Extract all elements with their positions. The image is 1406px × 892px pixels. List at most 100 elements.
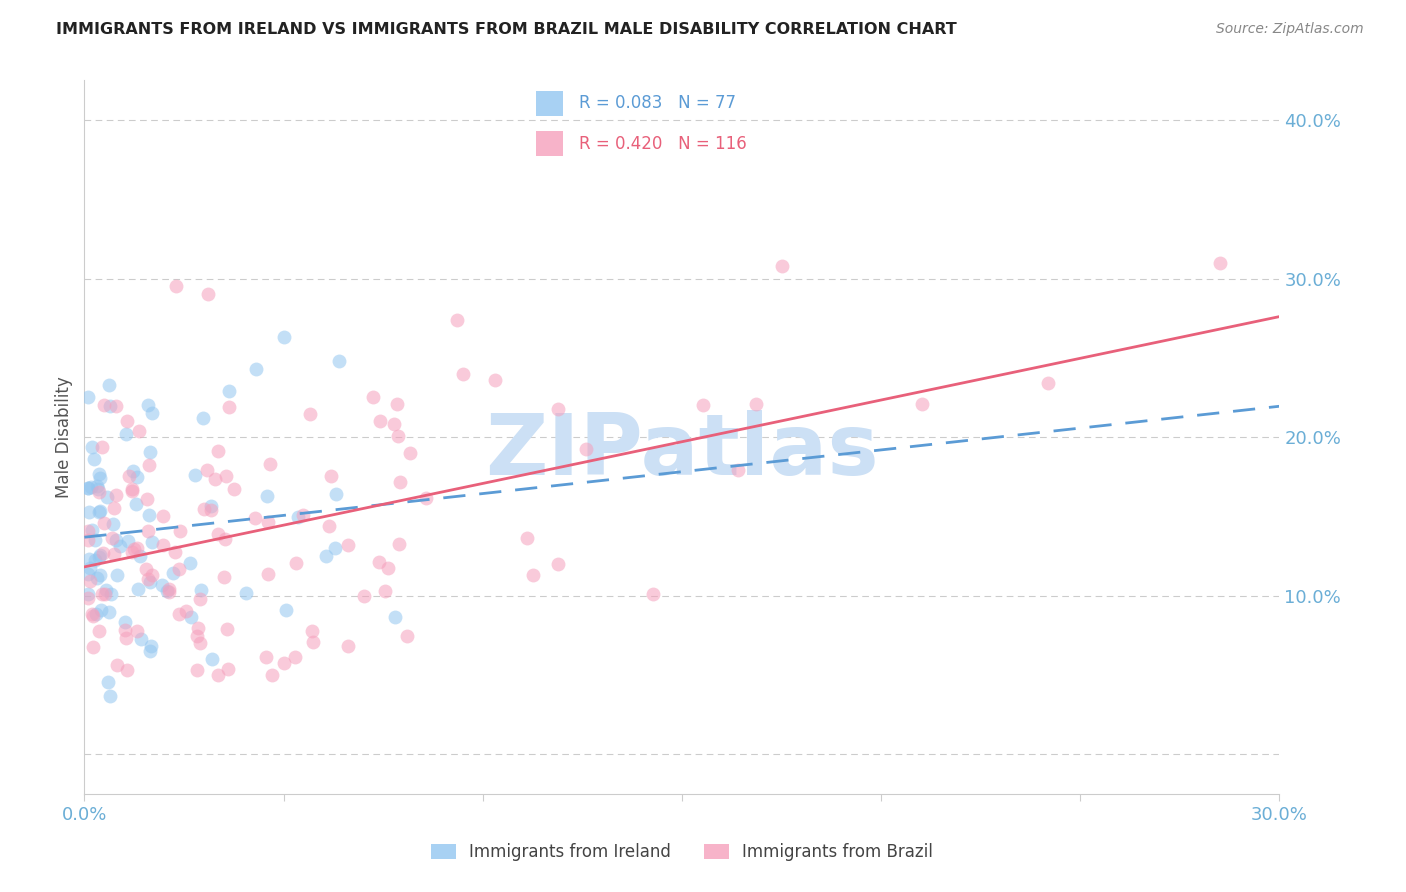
Point <box>451 367 474 381</box>
Point <box>103 501 125 516</box>
Point <box>80 479 103 493</box>
Point <box>77 524 100 539</box>
Point <box>152 508 174 523</box>
Point <box>77 390 100 404</box>
Point <box>195 463 218 477</box>
Point <box>384 609 406 624</box>
Point <box>96 490 118 504</box>
Point <box>187 621 209 635</box>
Point <box>745 397 768 411</box>
Text: R = 0.083   N = 77: R = 0.083 N = 77 <box>579 95 735 112</box>
Point <box>82 523 104 537</box>
Point <box>135 492 157 507</box>
Point <box>319 468 342 483</box>
Point <box>84 553 107 567</box>
Point <box>547 557 569 571</box>
Point <box>377 560 399 574</box>
Point <box>169 524 191 538</box>
Point <box>1209 255 1232 269</box>
Point <box>770 259 793 273</box>
Bar <box>536 131 562 156</box>
Y-axis label: Male Disability: Male Disability <box>55 376 73 498</box>
Point <box>114 623 136 637</box>
Point <box>217 622 239 636</box>
Point <box>87 549 110 564</box>
Point <box>86 607 108 621</box>
Point <box>139 575 162 590</box>
Point <box>169 561 191 575</box>
Point <box>89 471 111 485</box>
Point <box>89 549 111 563</box>
Point <box>200 503 222 517</box>
Text: R = 0.420   N = 116: R = 0.420 N = 116 <box>579 135 747 153</box>
Point <box>121 545 143 559</box>
Point <box>207 668 229 682</box>
Point <box>83 452 105 467</box>
Point <box>388 537 411 551</box>
Point <box>388 475 411 489</box>
Point <box>135 562 157 576</box>
Text: IMMIGRANTS FROM IRELAND VS IMMIGRANTS FROM BRAZIL MALE DISABILITY CORRELATION CH: IMMIGRANTS FROM IRELAND VS IMMIGRANTS FR… <box>56 22 957 37</box>
Point <box>484 374 506 388</box>
Point <box>141 639 163 653</box>
Point <box>167 607 190 621</box>
Point <box>121 482 143 496</box>
Point <box>641 587 664 601</box>
Point <box>127 541 149 555</box>
Point <box>336 538 359 552</box>
Point <box>77 551 100 566</box>
Point <box>323 541 346 556</box>
Point <box>910 397 932 411</box>
Point <box>93 398 115 412</box>
Point <box>1036 376 1059 391</box>
Point <box>105 568 128 582</box>
Point <box>77 591 100 605</box>
Point <box>273 656 295 670</box>
Point <box>117 534 139 549</box>
Point <box>91 546 114 560</box>
Point <box>100 399 122 413</box>
Point <box>190 582 212 597</box>
Point <box>136 524 159 538</box>
Point <box>214 570 236 584</box>
Point <box>363 390 385 404</box>
Point <box>105 658 128 673</box>
Point <box>87 482 110 496</box>
Point <box>136 572 159 586</box>
Point <box>129 549 152 564</box>
Point <box>214 532 236 546</box>
Point <box>82 640 104 654</box>
Point <box>89 504 111 518</box>
Point <box>87 485 110 500</box>
Point <box>100 689 122 703</box>
Point <box>162 566 184 581</box>
Point <box>80 440 103 454</box>
Point <box>575 442 598 457</box>
Point <box>257 516 280 530</box>
Point <box>93 516 115 530</box>
Point <box>191 411 214 425</box>
Point <box>100 587 122 601</box>
Point <box>101 517 124 532</box>
Point <box>325 487 347 501</box>
Point <box>207 443 229 458</box>
Point <box>98 377 121 392</box>
Point <box>124 542 146 557</box>
Point <box>188 636 211 650</box>
Point <box>77 587 100 601</box>
Point <box>547 402 569 417</box>
Point <box>522 568 544 582</box>
Point <box>101 531 124 545</box>
Point <box>77 505 100 519</box>
Legend: Immigrants from Ireland, Immigrants from Brazil: Immigrants from Ireland, Immigrants from… <box>423 837 941 868</box>
Point <box>138 644 160 658</box>
Point <box>254 650 277 665</box>
Point <box>387 429 409 443</box>
Point <box>118 469 141 483</box>
Point <box>446 312 468 326</box>
Bar <box>536 91 562 116</box>
Point <box>156 584 179 599</box>
Point <box>138 458 160 472</box>
Point <box>301 624 323 639</box>
Point <box>200 499 222 513</box>
